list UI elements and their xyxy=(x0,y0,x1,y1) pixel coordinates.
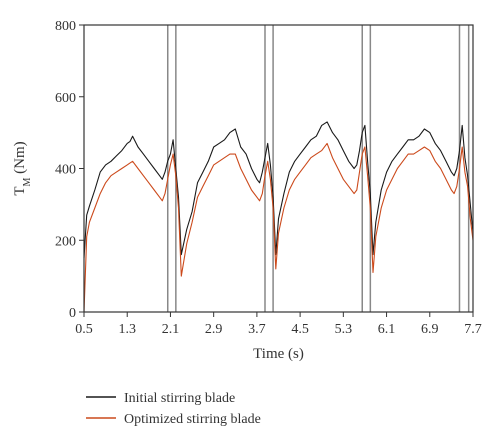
x-tick-label: 3.7 xyxy=(248,322,266,337)
y-axis-title-main: T xyxy=(12,186,28,195)
y-axis-title-subscript: M xyxy=(22,177,33,186)
series-layer xyxy=(83,121,474,313)
legend: Initial stirring blade Optimized stirring… xyxy=(86,391,261,427)
x-tick-label: 6.1 xyxy=(378,322,396,337)
x-axis-title: Time (s) xyxy=(253,346,304,362)
y-tick-label: 0 xyxy=(69,306,76,321)
y-tick-label: 800 xyxy=(55,19,76,34)
series-line-1 xyxy=(83,142,474,313)
x-tick-label: 1.3 xyxy=(118,322,136,337)
x-tick-label: 2.9 xyxy=(205,322,223,337)
x-tick-label: 5.3 xyxy=(335,322,353,337)
plot-frame xyxy=(83,24,474,313)
y-tick-label: 600 xyxy=(55,91,76,106)
x-tick-label: 7.7 xyxy=(464,322,482,337)
x-axis: 0.5 1.3 2.1 2.9 3.7 4.5 5.3 6.1 6.9 7.7 xyxy=(75,312,482,337)
y-tick-label: 400 xyxy=(55,163,76,178)
x-tick-label: 0.5 xyxy=(75,322,93,337)
y-axis-title: TM (Nm) xyxy=(12,141,33,195)
x-tick-label: 4.5 xyxy=(291,322,309,337)
x-tick-label: 2.1 xyxy=(162,322,180,337)
y-axis-title-unit: (Nm) xyxy=(12,141,28,177)
series-line-0 xyxy=(83,121,474,259)
vertical-reference-lines xyxy=(166,25,470,312)
y-axis: 0 200 400 600 800 xyxy=(55,19,84,321)
y-tick-label: 200 xyxy=(55,234,76,249)
legend-label-0: Initial stirring blade xyxy=(124,391,235,406)
legend-label-1: Optimized stirring blade xyxy=(124,412,261,427)
x-tick-label: 6.9 xyxy=(421,322,439,337)
